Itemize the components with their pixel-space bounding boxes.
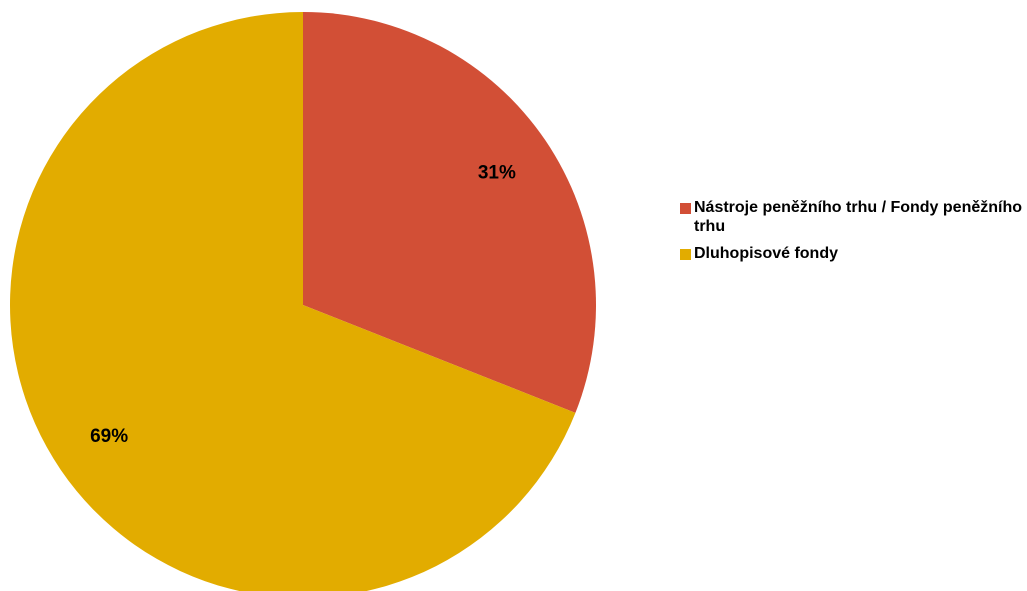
legend-swatch xyxy=(680,249,691,260)
legend-label: Nástroje peněžního trhu / Fondy peněžníh… xyxy=(694,199,1023,235)
pie-slice xyxy=(303,12,596,413)
legend-item: Nástroje peněžního trhu / Fondy peněžníh… xyxy=(680,198,1027,236)
legend: Nástroje peněžního trhu / Fondy peněžníh… xyxy=(680,198,1027,271)
pie-slice xyxy=(10,12,576,591)
data-label: 31% xyxy=(478,162,516,183)
legend-swatch xyxy=(680,203,691,214)
legend-label: Dluhopisové fondy xyxy=(694,245,838,262)
data-label: 69% xyxy=(90,426,128,447)
legend-item: Dluhopisové fondy xyxy=(680,244,1027,263)
